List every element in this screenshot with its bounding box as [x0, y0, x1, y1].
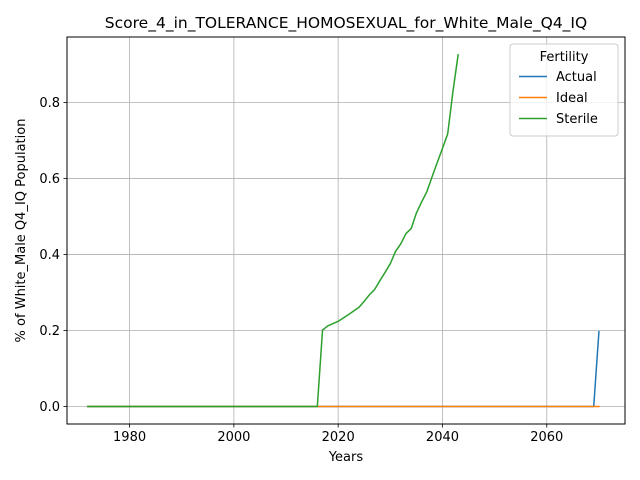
y-axis-label: % of White_Male Q4_IQ Population — [14, 119, 29, 343]
x-tick-label: 2000 — [217, 430, 250, 445]
y-tick-label: 0.2 — [39, 324, 60, 339]
plot-frame — [66, 36, 626, 425]
x-tick-label: 2020 — [322, 430, 355, 445]
chart-title: Score_4_in_TOLERANCE_HOMOSEXUAL_for_Whit… — [105, 14, 587, 33]
legend-label-ideal: Ideal — [556, 91, 588, 106]
legend-title: Fertility — [540, 50, 589, 65]
x-axis-label: Years — [328, 450, 364, 465]
legend-label-sterile: Sterile — [556, 112, 598, 127]
x-tick-label: 2060 — [530, 430, 563, 445]
y-tick-label: 0.4 — [39, 248, 60, 263]
series-layer — [87, 54, 600, 408]
x-tick-label: 1980 — [113, 430, 146, 445]
x-tick-label: 2040 — [426, 430, 459, 445]
y-tick-label: 0.6 — [39, 172, 60, 187]
legend-box — [509, 43, 619, 137]
y-tick-label: 0.0 — [39, 400, 60, 415]
legend-label-actual: Actual — [556, 70, 597, 85]
y-axis-ticks: 0.0 0.2 0.4 0.6 0.8 — [39, 96, 67, 415]
legend: Fertility Actual Ideal Sterile — [509, 43, 619, 137]
series-line-sterile — [87, 54, 459, 408]
x-axis-ticks: 1980 2000 2020 2040 2060 — [113, 424, 563, 445]
y-tick-label: 0.8 — [39, 96, 60, 111]
